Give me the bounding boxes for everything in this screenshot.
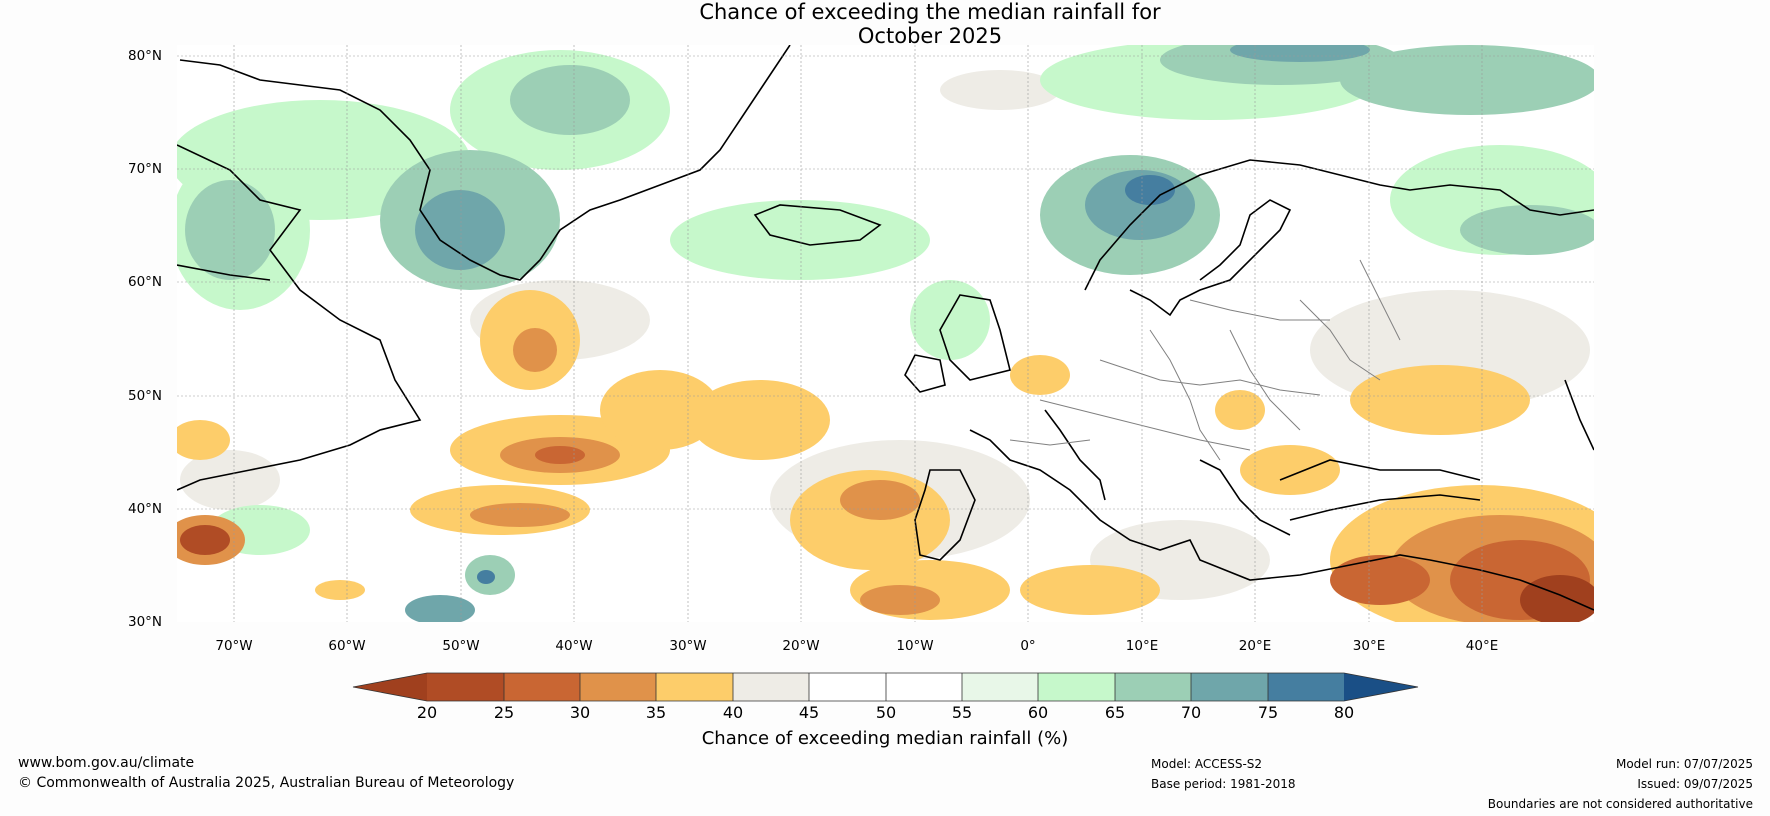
lon-label: 20°E (1238, 638, 1272, 654)
lon-label: 10°E (1125, 638, 1159, 654)
copyright-text: © Commonwealth of Australia 2025, Austra… (18, 775, 515, 791)
colorbar-swatch (1191, 673, 1268, 701)
lon-label: 40°E (1465, 638, 1499, 654)
colorbar-swatch (733, 673, 809, 701)
colorbar-tick: 55 (951, 703, 973, 722)
colorbar-swatch (504, 673, 580, 701)
colorbar-tick: 25 (493, 703, 515, 722)
lon-label: 50°W (442, 638, 480, 654)
lon-label: 30°E (1352, 638, 1386, 654)
colorbar-tick: 50 (875, 703, 897, 722)
colorbar-tick: 30 (569, 703, 591, 722)
lon-label: 70°W (215, 638, 253, 654)
colorbar (352, 672, 1419, 702)
colorbar-swatch (886, 673, 962, 701)
lat-label-30n: 30°N (128, 614, 163, 630)
lon-label: 0° (1020, 638, 1036, 654)
map-title: Chance of exceeding the median rainfall … (0, 0, 1770, 48)
lat-label-50n: 50°N (128, 388, 163, 404)
colorbar-tick: 75 (1257, 703, 1279, 722)
website-link[interactable]: www.bom.gov.au/climate (18, 755, 195, 771)
colorbar-label: Chance of exceeding median rainfall (%) (701, 728, 1069, 749)
colorbar-high-extend (1344, 673, 1418, 701)
colorbar-tick: 40 (722, 703, 744, 722)
colorbar-swatch (1038, 673, 1115, 701)
colorbar-swatch (962, 673, 1038, 701)
colorbar-swatch (427, 673, 504, 701)
forecast-map (177, 45, 1594, 622)
colorbar-swatch (1115, 673, 1191, 701)
colorbar-swatch (809, 673, 886, 701)
model-run-text: Model run: 07/07/2025 (1615, 757, 1753, 771)
colorbar-tick: 45 (798, 703, 820, 722)
title-line-1: Chance of exceeding the median rainfall … (699, 0, 1161, 24)
lon-label: 10°W (896, 638, 934, 654)
title-line-2: October 2025 (857, 24, 1003, 48)
lat-label-70n: 70°N (128, 161, 163, 177)
colorbar-tick: 35 (645, 703, 667, 722)
colorbar-outline (352, 672, 1419, 702)
below-median-areas (177, 290, 1594, 622)
colorbar-tick: 70 (1180, 703, 1202, 722)
graticule (177, 45, 1594, 622)
lon-label: 20°W (782, 638, 820, 654)
disclaimer-text: Boundaries are not considered authoritat… (1487, 797, 1753, 811)
lat-label-80n: 80°N (128, 48, 163, 64)
lon-label: 40°W (555, 638, 593, 654)
colorbar-swatch (1268, 673, 1344, 701)
lon-label: 30°W (669, 638, 707, 654)
colorbar-tick: 20 (416, 703, 438, 722)
model-text: Model: ACCESS-S2 (1151, 757, 1263, 771)
issued-text: Issued: 09/07/2025 (1637, 777, 1753, 791)
colorbar-tick: 60 (1027, 703, 1049, 722)
colorbar-swatch (580, 673, 656, 701)
colorbar-tick: 80 (1333, 703, 1355, 722)
coastlines (177, 45, 1594, 611)
colorbar-low-extend (353, 673, 427, 701)
colorbar-tick: 65 (1104, 703, 1126, 722)
base-period-text: Base period: 1981-2018 (1151, 777, 1296, 791)
lon-label: 60°W (328, 638, 366, 654)
lat-label-40n: 40°N (128, 501, 163, 517)
colorbar-swatch (656, 673, 733, 701)
lat-label-60n: 60°N (128, 274, 163, 290)
